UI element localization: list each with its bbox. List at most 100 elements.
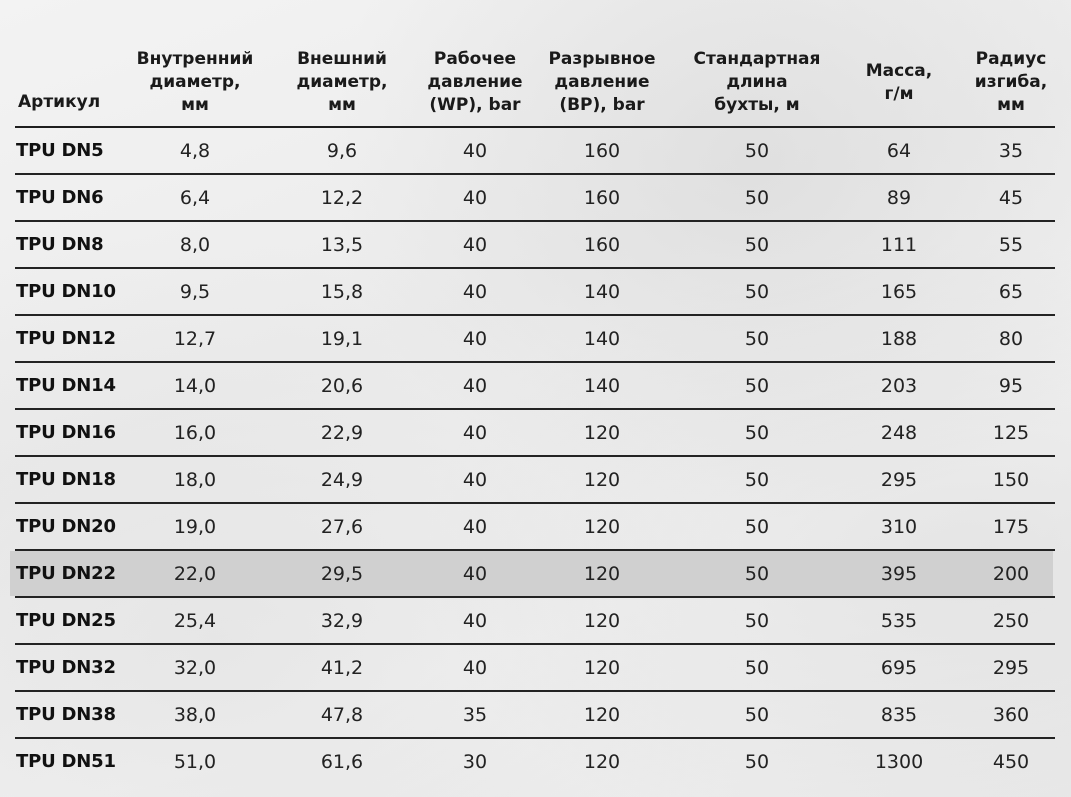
table-row: TPU DN22 22,0 29,5 40 120 50 395 200: [0, 551, 1071, 598]
cell-standard-length: 50: [744, 233, 770, 256]
header-bend-radius: Радиус изгиба, мм: [974, 49, 1048, 115]
table-row: TPU DN14 14,0 20,6 40 140 50 203 95: [0, 363, 1071, 410]
cell-inner-diameter: 14,0: [173, 374, 217, 397]
table-row: TPU DN8 8,0 13,5 40 160 50 111 55: [0, 222, 1071, 269]
cell-working-pressure: 40: [462, 374, 488, 397]
cell-outer-diameter: 29,5: [320, 562, 364, 585]
cell-inner-diameter: 22,0: [173, 562, 217, 585]
cell-inner-diameter: 8,0: [179, 233, 211, 256]
table-row: TPU DN16 16,0 22,9 40 120 50 248 125: [0, 410, 1071, 457]
cell-standard-length: 50: [744, 186, 770, 209]
cell-working-pressure: 40: [462, 656, 488, 679]
cell-inner-diameter: 9,5: [179, 280, 211, 303]
cell-article: TPU DN32: [16, 657, 116, 678]
cell-bend-radius: 125: [992, 421, 1030, 444]
cell-standard-length: 50: [744, 562, 770, 585]
cell-burst-pressure: 120: [583, 562, 621, 585]
header-article: Артикул: [18, 92, 101, 112]
row-divider: [15, 643, 1055, 645]
table-row: TPU DN38 38,0 47,8 35 120 50 835 360: [0, 692, 1071, 739]
cell-outer-diameter: 47,8: [320, 703, 364, 726]
row-divider: [15, 549, 1055, 551]
cell-outer-diameter: 41,2: [320, 656, 364, 679]
cell-standard-length: 50: [744, 327, 770, 350]
row-divider: [15, 361, 1055, 363]
cell-burst-pressure: 120: [583, 421, 621, 444]
cell-outer-diameter: 32,9: [320, 609, 364, 632]
table-body: TPU DN5 4,8 9,6 40 160 50 64 35 TPU DN6 …: [0, 128, 1071, 786]
cell-mass: 295: [880, 468, 918, 491]
cell-mass: 535: [880, 609, 918, 632]
row-divider: [15, 455, 1055, 457]
cell-inner-diameter: 18,0: [173, 468, 217, 491]
cell-mass: 165: [880, 280, 918, 303]
cell-article: TPU DN5: [16, 140, 104, 161]
cell-standard-length: 50: [744, 609, 770, 632]
cell-bend-radius: 360: [992, 703, 1030, 726]
cell-outer-diameter: 27,6: [320, 515, 364, 538]
cell-bend-radius: 80: [998, 327, 1024, 350]
cell-mass: 835: [880, 703, 918, 726]
cell-burst-pressure: 120: [583, 468, 621, 491]
cell-inner-diameter: 19,0: [173, 515, 217, 538]
table-row: TPU DN18 18,0 24,9 40 120 50 295 150: [0, 457, 1071, 504]
cell-bend-radius: 35: [998, 139, 1024, 162]
cell-working-pressure: 40: [462, 233, 488, 256]
cell-burst-pressure: 140: [583, 327, 621, 350]
cell-bend-radius: 295: [992, 656, 1030, 679]
cell-mass: 695: [880, 656, 918, 679]
cell-working-pressure: 40: [462, 562, 488, 585]
row-divider: [15, 737, 1055, 739]
table-row: TPU DN51 51,0 61,6 30 120 50 1300 450: [0, 739, 1071, 786]
cell-working-pressure: 40: [462, 468, 488, 491]
cell-bend-radius: 55: [998, 233, 1024, 256]
cell-mass: 64: [886, 139, 912, 162]
cell-burst-pressure: 140: [583, 374, 621, 397]
cell-burst-pressure: 160: [583, 233, 621, 256]
cell-working-pressure: 40: [462, 139, 488, 162]
table-header: Артикул Внутренний диаметр, мм Внешний д…: [0, 38, 1071, 127]
cell-article: TPU DN10: [16, 281, 116, 302]
cell-bend-radius: 95: [998, 374, 1024, 397]
cell-outer-diameter: 22,9: [320, 421, 364, 444]
cell-inner-diameter: 16,0: [173, 421, 217, 444]
cell-burst-pressure: 120: [583, 656, 621, 679]
cell-working-pressure: 30: [462, 750, 488, 773]
cell-outer-diameter: 61,6: [320, 750, 364, 773]
cell-burst-pressure: 120: [583, 515, 621, 538]
cell-mass: 188: [880, 327, 918, 350]
cell-working-pressure: 40: [462, 515, 488, 538]
cell-outer-diameter: 19,1: [320, 327, 364, 350]
cell-burst-pressure: 120: [583, 609, 621, 632]
cell-article: TPU DN8: [16, 234, 104, 255]
cell-working-pressure: 40: [462, 280, 488, 303]
cell-standard-length: 50: [744, 280, 770, 303]
cell-outer-diameter: 12,2: [320, 186, 364, 209]
cell-burst-pressure: 160: [583, 186, 621, 209]
cell-standard-length: 50: [744, 374, 770, 397]
cell-article: TPU DN18: [16, 469, 116, 490]
cell-inner-diameter: 12,7: [173, 327, 217, 350]
cell-mass: 310: [880, 515, 918, 538]
cell-standard-length: 50: [744, 139, 770, 162]
cell-inner-diameter: 38,0: [173, 703, 217, 726]
cell-bend-radius: 45: [998, 186, 1024, 209]
cell-bend-radius: 450: [992, 750, 1030, 773]
cell-inner-diameter: 32,0: [173, 656, 217, 679]
cell-outer-diameter: 13,5: [320, 233, 364, 256]
cell-standard-length: 50: [744, 703, 770, 726]
cell-standard-length: 50: [744, 515, 770, 538]
table-row: TPU DN10 9,5 15,8 40 140 50 165 65: [0, 269, 1071, 316]
table-row: TPU DN20 19,0 27,6 40 120 50 310 175: [0, 504, 1071, 551]
cell-bend-radius: 65: [998, 280, 1024, 303]
row-divider: [15, 220, 1055, 222]
cell-bend-radius: 150: [992, 468, 1030, 491]
header-standard-length: Стандартная длина бухты, м: [693, 49, 821, 115]
cell-article: TPU DN6: [16, 187, 104, 208]
cell-standard-length: 50: [744, 750, 770, 773]
cell-outer-diameter: 9,6: [326, 139, 358, 162]
cell-working-pressure: 40: [462, 186, 488, 209]
row-divider: [15, 314, 1055, 316]
cell-inner-diameter: 51,0: [173, 750, 217, 773]
header-divider: [15, 126, 1055, 128]
